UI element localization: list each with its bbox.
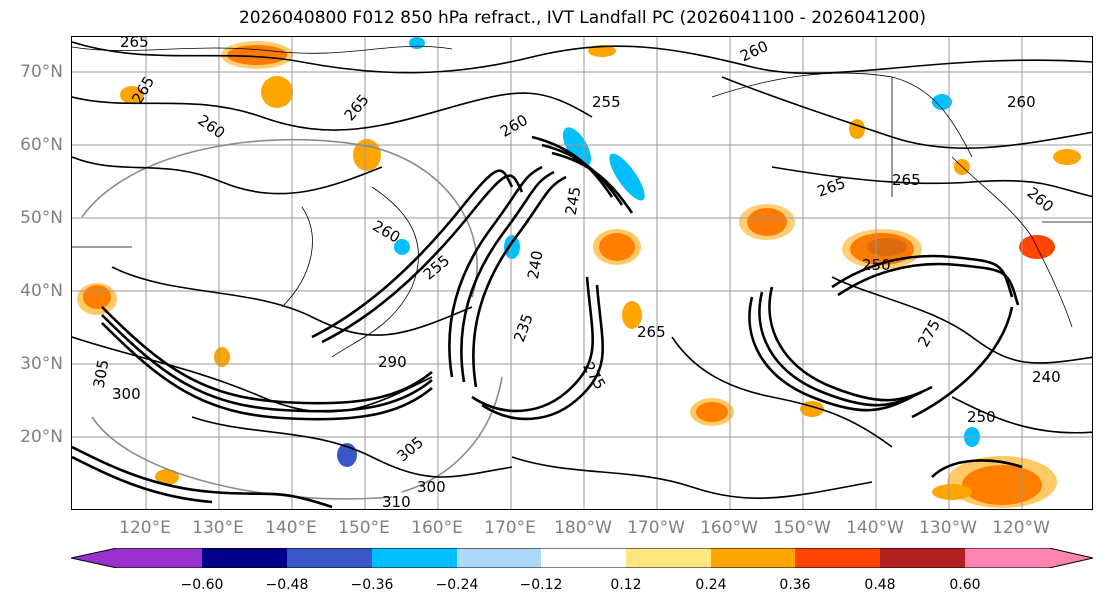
colorbar-tick: −0.48 <box>265 577 309 593</box>
contour-label: 300 <box>417 478 446 496</box>
colorbar-tick: 0.12 <box>610 577 642 593</box>
lon-label-150e: 150°E <box>338 518 390 538</box>
contour-label: 250 <box>862 256 891 274</box>
lon-label-150w: 150°W <box>773 518 831 538</box>
lat-label-40n: 40°N <box>20 281 63 301</box>
contour-label: 240 <box>524 249 547 280</box>
colorbar-tick: −0.24 <box>435 577 479 593</box>
contour-label: 240 <box>1032 368 1061 386</box>
landfall-region-outline <box>81 138 503 500</box>
lat-label-50n: 50°N <box>20 208 63 228</box>
colorbar-extend-min <box>71 548 117 568</box>
colorbar-bin <box>795 548 880 568</box>
colorbar-bin <box>202 548 287 568</box>
colorbar-extend-max <box>1049 548 1093 568</box>
colorbar-bin <box>457 548 541 568</box>
contour-label: 260 <box>195 111 229 142</box>
colorbar-tick: 0.48 <box>864 577 896 593</box>
lon-label-120w: 120°W <box>992 518 1050 538</box>
contour-label: 260 <box>497 111 531 141</box>
contour-label: 235 <box>510 311 537 344</box>
lat-label-30n: 30°N <box>20 354 63 374</box>
contour-label: 305 <box>90 358 113 389</box>
contour-label: 255 <box>420 251 454 283</box>
contour-label: 290 <box>378 353 407 371</box>
lon-label-140e: 140°E <box>265 518 317 538</box>
colorbar-bin <box>287 548 372 568</box>
contour-label: 265 <box>340 91 372 125</box>
colorbar-bin <box>965 548 1049 568</box>
lon-label-160w: 160°W <box>700 518 758 538</box>
colorbar-bin <box>541 548 626 568</box>
colorbar-tick: 0.60 <box>949 577 981 593</box>
map-canvas: 265 265 260 260 265 255 260 245 260 265 … <box>72 37 1092 510</box>
colorbar-tick: −0.36 <box>350 577 394 593</box>
colorbar-bin <box>117 548 202 568</box>
colorbar-bin <box>626 548 711 568</box>
lon-label-130e: 130°E <box>192 518 244 538</box>
colorbar-bin <box>372 548 457 568</box>
contour-label: 300 <box>112 385 141 403</box>
contour-label: 255 <box>592 93 621 111</box>
contour-label: 260 <box>737 37 771 65</box>
lon-label-170w: 170°W <box>627 518 685 538</box>
contour-label: 250 <box>967 408 996 426</box>
lon-label-180w: 180°W <box>554 518 612 538</box>
lon-label-140w: 140°W <box>846 518 904 538</box>
contour-label: 245 <box>562 185 585 216</box>
lon-label-130w: 130°W <box>919 518 977 538</box>
colorbar-tick: −0.60 <box>180 577 224 593</box>
lat-label-70n: 70°N <box>20 62 63 82</box>
refractivity-contours <box>72 41 1092 499</box>
colorbar-swatches <box>70 547 1094 569</box>
lon-label-120e: 120°E <box>119 518 171 538</box>
colorbar-bin <box>711 548 795 568</box>
lat-label-20n: 20°N <box>20 427 63 447</box>
map-title: 2026040800 F012 850 hPa refract., IVT La… <box>238 8 926 28</box>
colorbar-tick: 0.36 <box>779 577 811 593</box>
contour-label: 310 <box>382 493 411 510</box>
contour-label: 265 <box>892 171 921 189</box>
contour-label: 265 <box>120 37 149 51</box>
contour-label: 265 <box>637 323 666 341</box>
colorbar <box>70 547 1095 572</box>
coastlines <box>72 45 1092 358</box>
lat-label-60n: 60°N <box>20 135 63 155</box>
contour-label: 265 <box>815 174 848 201</box>
colorbar-tick: 0.24 <box>695 577 727 593</box>
lon-label-170e: 170°E <box>484 518 536 538</box>
map-panel: 265 265 260 260 265 255 260 245 260 265 … <box>71 36 1093 510</box>
contour-label: 260 <box>1024 184 1058 216</box>
contour-label: 305 <box>394 433 428 465</box>
contour-label: 260 <box>1007 93 1036 111</box>
contour-label: 275 <box>914 316 944 350</box>
colorbar-bin <box>880 548 965 568</box>
lon-label-160e: 160°E <box>411 518 463 538</box>
colorbar-tick: −0.12 <box>519 577 563 593</box>
ivt-bundles <box>72 135 1023 509</box>
